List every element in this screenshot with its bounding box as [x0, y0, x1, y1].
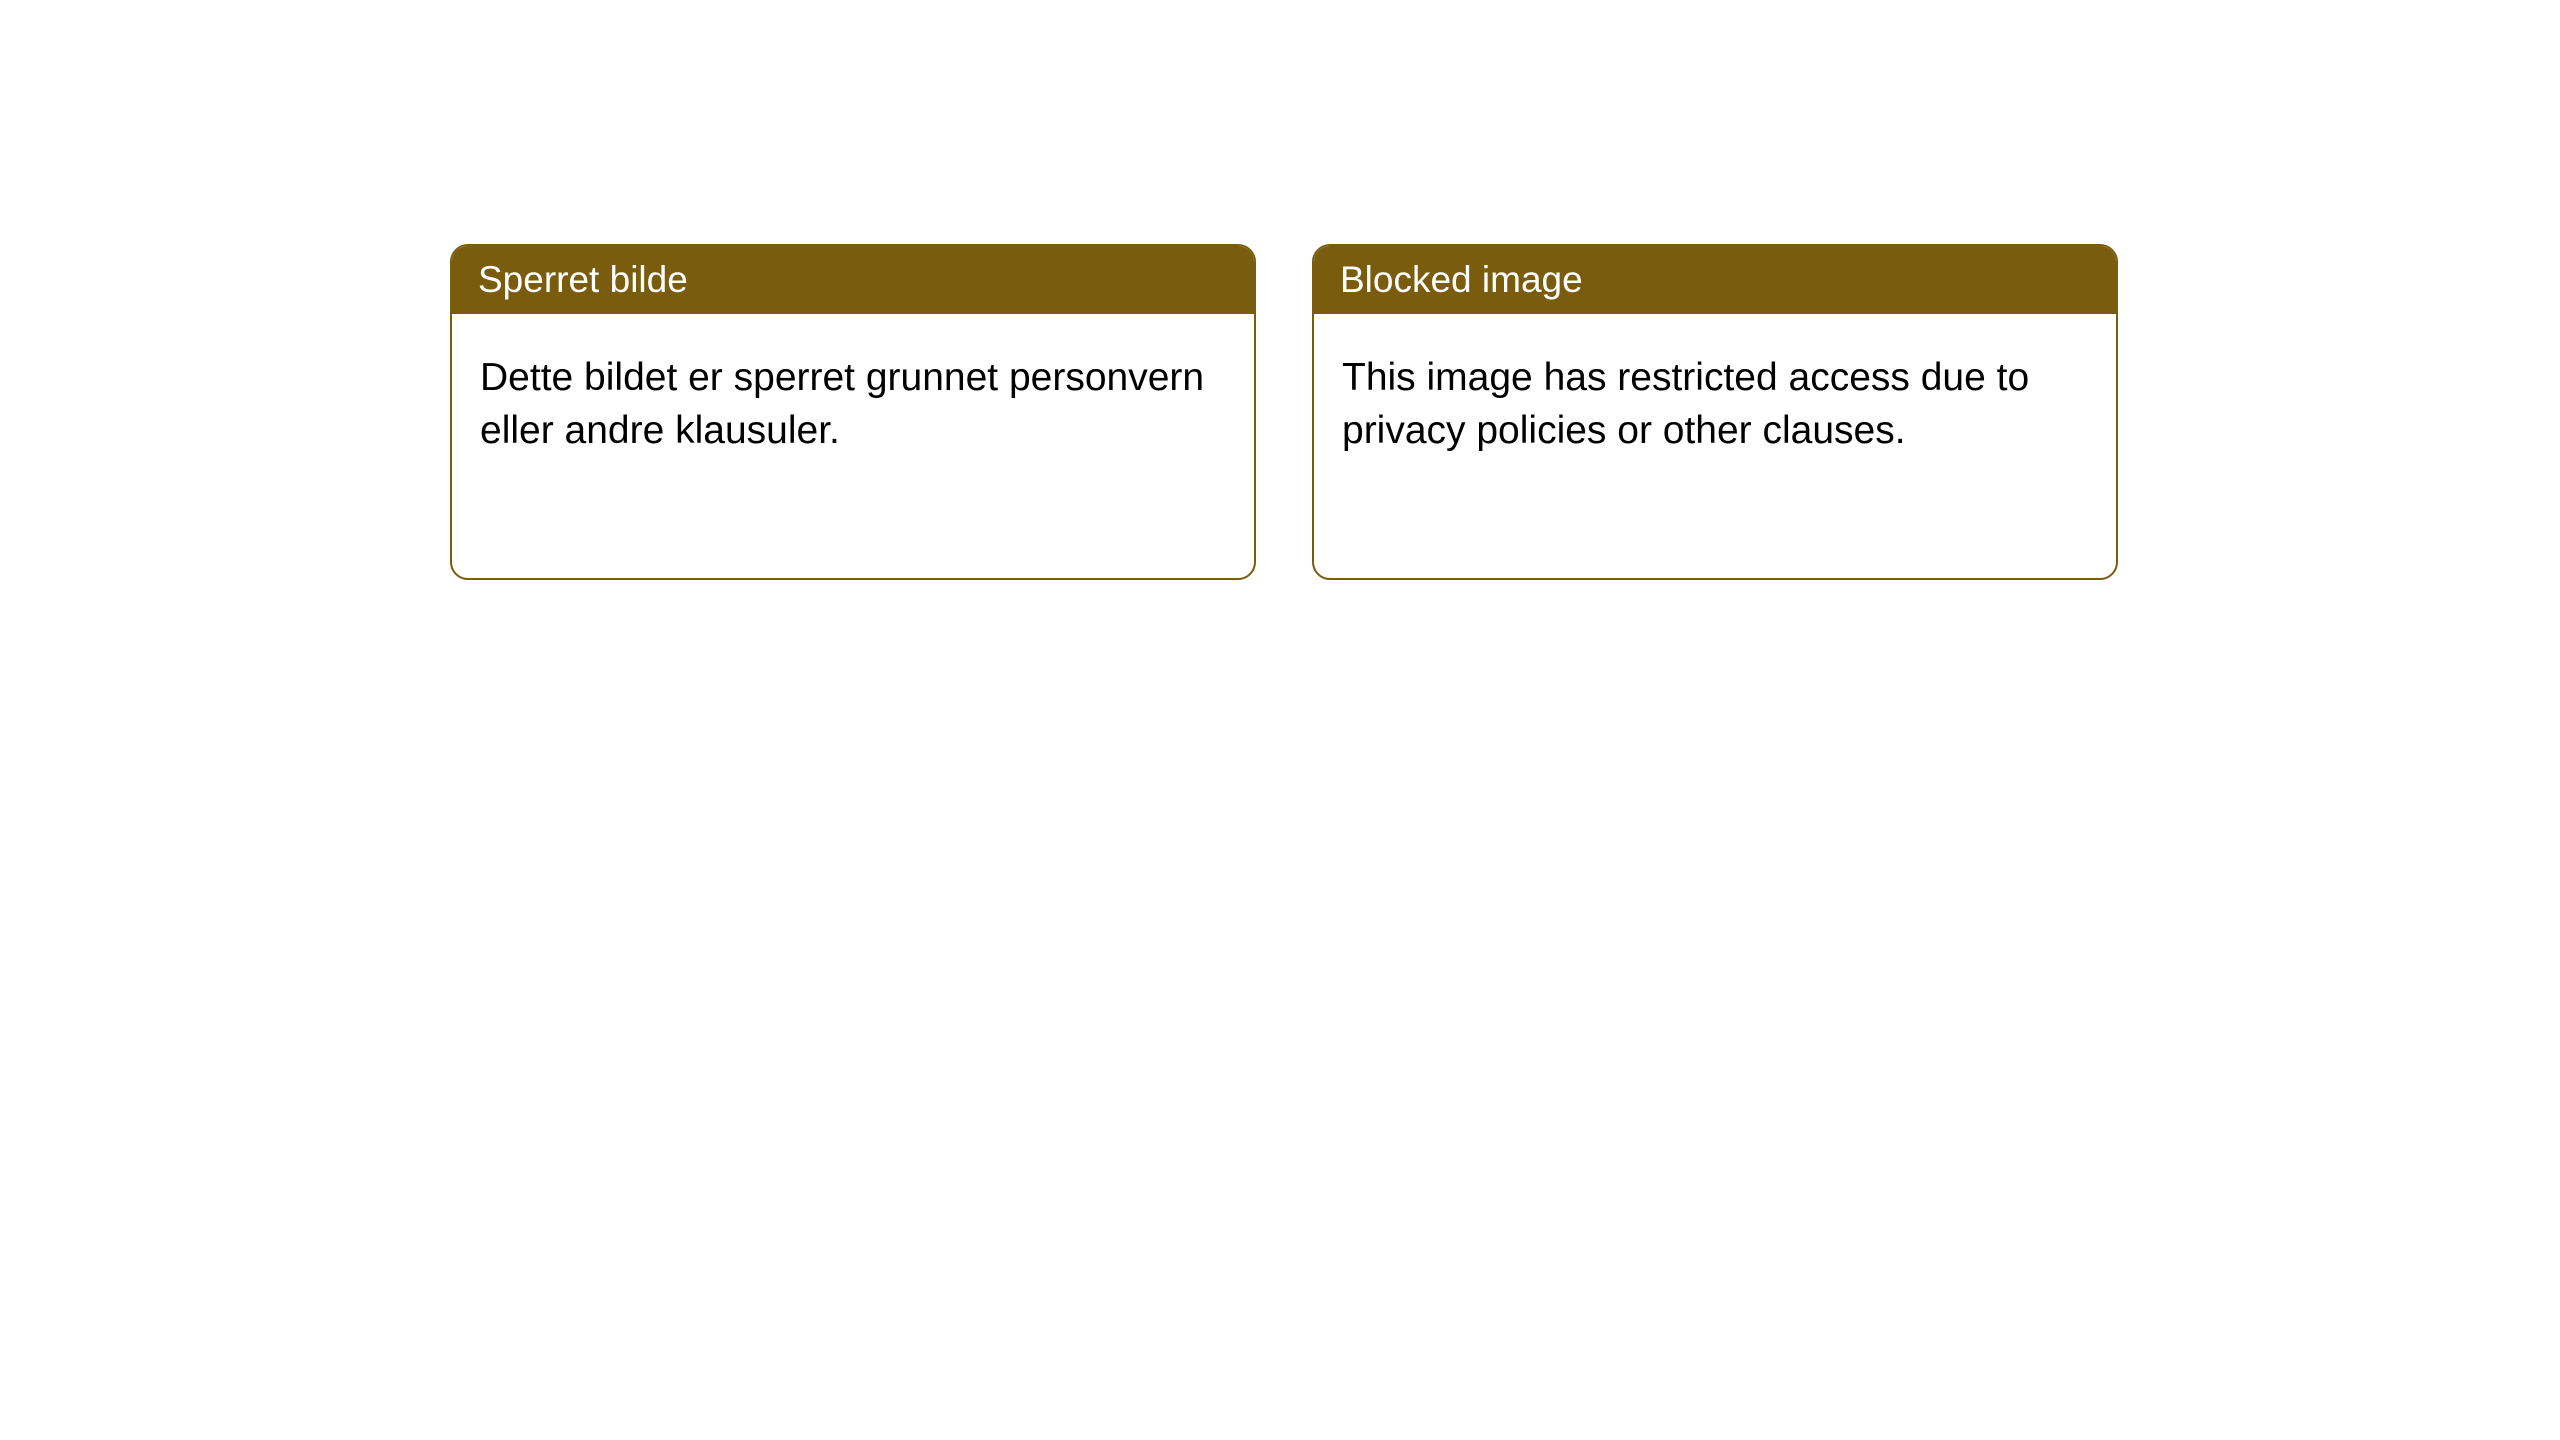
notice-body-text: Dette bildet er sperret grunnet personve…: [480, 356, 1204, 452]
notice-title: Sperret bilde: [478, 259, 688, 300]
notice-body: This image has restricted access due to …: [1314, 314, 2116, 495]
notice-title: Blocked image: [1340, 259, 1583, 300]
notice-header: Blocked image: [1314, 246, 2116, 314]
notice-header: Sperret bilde: [452, 246, 1254, 314]
notice-box-norwegian: Sperret bilde Dette bildet er sperret gr…: [450, 244, 1256, 580]
notice-box-english: Blocked image This image has restricted …: [1312, 244, 2118, 580]
notice-container: Sperret bilde Dette bildet er sperret gr…: [0, 0, 2560, 580]
notice-body: Dette bildet er sperret grunnet personve…: [452, 314, 1254, 495]
notice-body-text: This image has restricted access due to …: [1342, 356, 2029, 452]
